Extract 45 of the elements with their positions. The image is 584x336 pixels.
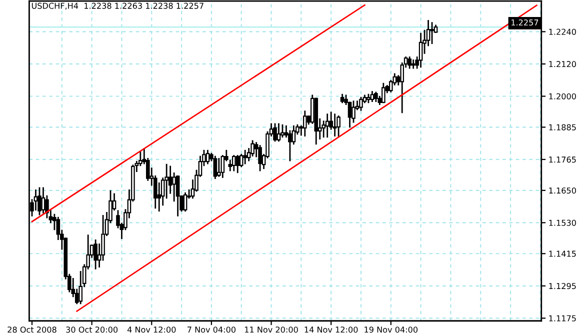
candlestick <box>258 145 262 172</box>
x-tick-label: 7 Nov 04:00 <box>188 326 236 333</box>
y-tick-label: 1.1530 <box>549 220 576 226</box>
candlestick <box>94 239 98 270</box>
candlestick <box>336 115 340 136</box>
y-tick-label: 1.1885 <box>549 124 576 130</box>
x-tick-label: 4 Nov 12:00 <box>127 326 176 333</box>
candlestick <box>236 155 240 174</box>
y-tick-label: 1.2240 <box>549 28 576 35</box>
candlestick <box>411 60 416 69</box>
candlestick <box>183 192 188 212</box>
candlestick <box>359 96 363 111</box>
x-tick-label: 11 Nov 20:00 <box>244 326 298 333</box>
candlestick <box>172 172 176 202</box>
candlestick <box>176 175 180 216</box>
x-tick-label: 14 Nov 12:00 <box>304 326 358 333</box>
candlestick <box>280 124 284 138</box>
candlestick <box>217 158 221 177</box>
y-tick-label: 1.1175 <box>549 315 576 322</box>
candlestick <box>303 110 307 136</box>
candlestick <box>273 123 277 142</box>
candlestick <box>232 155 236 172</box>
candlestick <box>213 156 218 179</box>
ref-line-label: 1.2257 <box>512 19 538 26</box>
x-tick-label: 19 Nov 04:00 <box>364 326 418 333</box>
x-tick-label: 28 Oct 2008 <box>8 326 56 333</box>
candlestick <box>408 56 412 69</box>
y-tick-label: 1.1295 <box>549 282 576 290</box>
y-tick-label: 1.2000 <box>549 93 576 100</box>
candlestick <box>430 22 434 44</box>
candlestick <box>325 114 330 138</box>
candlestick <box>382 82 386 104</box>
candlestick <box>418 32 423 68</box>
y-tick-label: 1.1650 <box>549 187 576 194</box>
y-tick-label: 1.1415 <box>549 250 576 257</box>
y-tick-label: 1.1765 <box>549 156 576 163</box>
y-tick-label: 1.2120 <box>549 61 576 68</box>
candlestick <box>38 187 42 216</box>
candlestick <box>206 150 210 164</box>
candlestick <box>243 150 247 164</box>
candlestick <box>332 114 337 136</box>
candlestick <box>276 123 281 142</box>
x-tick-label: 30 Oct 20:00 <box>66 326 118 333</box>
candlestick <box>370 90 374 102</box>
chart-title: USDCHF,H4 1.2238 1.2263 1.2238 1.2257 <box>32 2 204 10</box>
